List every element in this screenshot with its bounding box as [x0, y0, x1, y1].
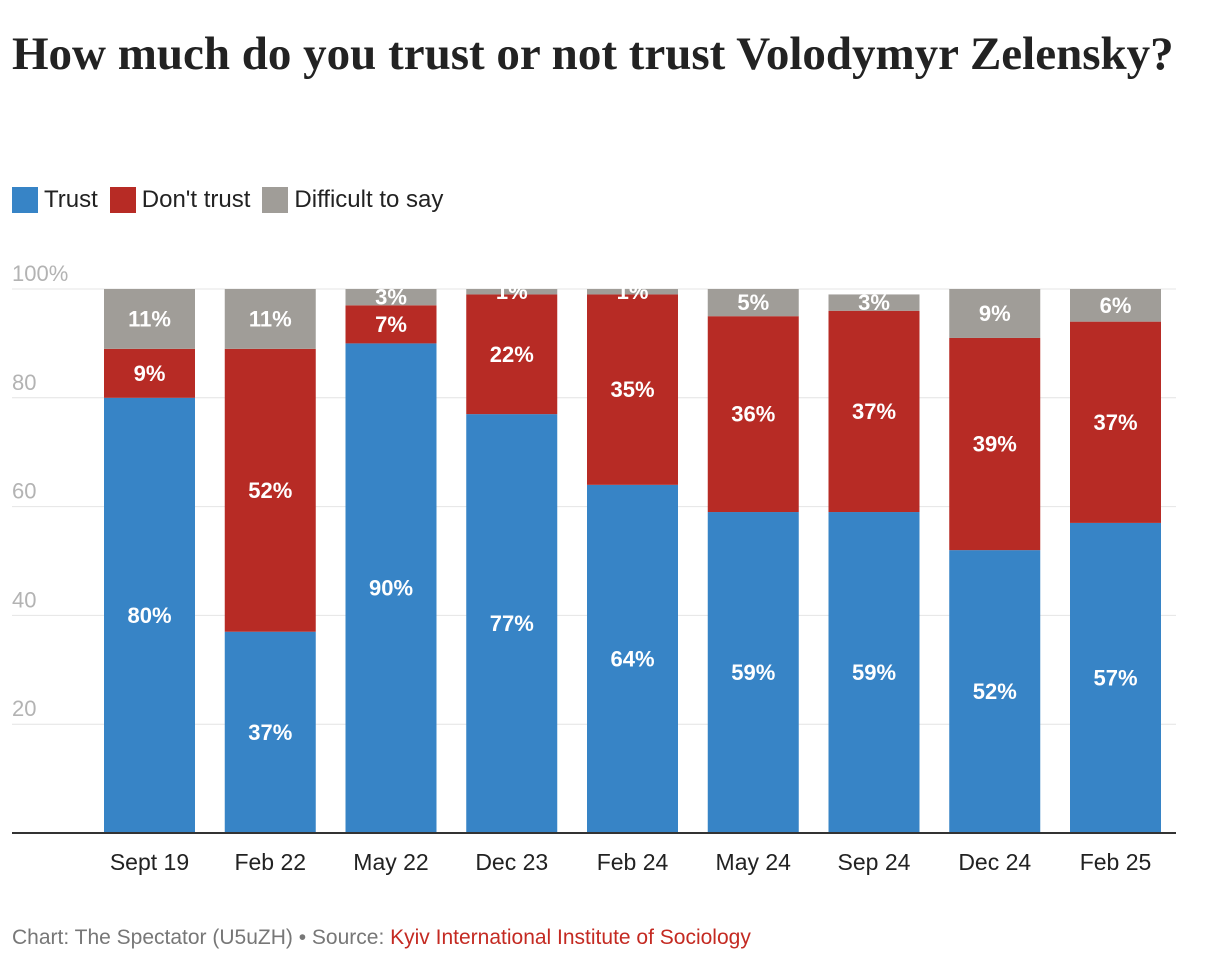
bar-don-t-trust-1 — [224, 348, 316, 632]
data-label-trust-0: 80% — [127, 603, 171, 628]
bar-difficult-to-say-3 — [466, 289, 558, 295]
bar-don-t-trust-6 — [828, 310, 920, 513]
data-label-difficult-to-say-7: 9% — [979, 301, 1011, 326]
footer-source-link[interactable]: Kyiv International Institute of Sociolog… — [390, 926, 751, 949]
data-label-don-t-trust-4: 35% — [610, 377, 654, 402]
bar-trust-1 — [224, 631, 316, 833]
bar-don-t-trust-3 — [466, 294, 558, 415]
data-label-trust-3: 77% — [490, 611, 534, 636]
bar-difficult-to-say-6 — [828, 294, 920, 311]
bar-don-t-trust-2 — [345, 305, 437, 344]
data-label-trust-8: 57% — [1093, 665, 1137, 690]
bar-trust-8 — [1070, 522, 1161, 833]
x-tick-label-1: Feb 22 — [234, 849, 306, 875]
bar-don-t-trust-0 — [104, 348, 195, 398]
bar-trust-0 — [104, 397, 195, 833]
data-label-trust-6: 59% — [852, 660, 896, 685]
data-label-difficult-to-say-4: 1% — [617, 279, 649, 304]
bar-difficult-to-say-4 — [587, 289, 678, 295]
data-label-trust-5: 59% — [731, 660, 775, 685]
footer-credit: Chart: The Spectator (U5uZH) • Source: — [12, 926, 391, 949]
chart-footer: Chart: The Spectator (U5uZH) • Source: K… — [12, 926, 751, 950]
data-label-trust-1: 37% — [248, 720, 292, 745]
legend-label-trust: Trust — [44, 186, 98, 213]
bar-difficult-to-say-5 — [707, 289, 799, 317]
x-tick-label-0: Sept 19 — [110, 849, 189, 875]
bar-difficult-to-say-2 — [345, 289, 437, 306]
x-tick-label-7: Dec 24 — [958, 849, 1031, 875]
bar-don-t-trust-8 — [1070, 321, 1161, 523]
data-label-don-t-trust-1: 52% — [248, 478, 292, 503]
data-label-trust-4: 64% — [610, 646, 654, 671]
legend-label-dont-trust: Don't trust — [141, 186, 251, 213]
data-label-difficult-to-say-8: 6% — [1100, 293, 1132, 318]
legend-swatch-dont-trust — [109, 187, 136, 213]
data-label-difficult-to-say-6: 3% — [858, 290, 890, 315]
y-tick-label-100: 100% — [12, 261, 68, 286]
data-label-don-t-trust-6: 37% — [852, 399, 896, 424]
bar-trust-7 — [949, 550, 1041, 833]
x-tick-label-4: Feb 24 — [597, 849, 669, 875]
y-tick-label-60: 60 — [12, 479, 36, 504]
x-tick-label-5: May 24 — [716, 849, 792, 875]
data-label-trust-2: 90% — [369, 576, 413, 601]
legend-swatch-trust — [12, 187, 38, 213]
bar-don-t-trust-5 — [707, 316, 799, 513]
data-label-difficult-to-say-1: 11% — [249, 306, 292, 331]
legend-label-difficult: Difficult to say — [294, 186, 444, 213]
y-tick-label-20: 20 — [12, 696, 36, 721]
legend-swatch-difficult — [262, 187, 289, 213]
bar-difficult-to-say-7 — [949, 289, 1041, 338]
data-label-don-t-trust-7: 39% — [973, 432, 1017, 457]
data-label-don-t-trust-2: 7% — [375, 312, 407, 337]
data-label-difficult-to-say-3: 1% — [496, 279, 528, 304]
legend-item-trust: Trust — [12, 186, 98, 214]
legend-item-difficult: Difficult to say — [262, 186, 443, 214]
bar-difficult-to-say-0 — [104, 289, 195, 349]
data-label-difficult-to-say-0: 11% — [128, 306, 171, 331]
x-tick-label-2: May 22 — [353, 849, 428, 875]
data-label-don-t-trust-5: 36% — [731, 402, 775, 427]
y-tick-label-80: 80 — [12, 370, 36, 395]
x-tick-label-6: Sep 24 — [838, 849, 911, 875]
bar-trust-6 — [828, 512, 920, 833]
chart-title: How much do you trust or not trust Volod… — [12, 28, 1174, 80]
bar-difficult-to-say-1 — [224, 289, 316, 349]
bar-trust-2 — [345, 343, 437, 833]
x-tick-label-8: Feb 25 — [1080, 849, 1152, 875]
legend: Trust Don't trust Difficult to say — [12, 186, 455, 214]
data-label-trust-7: 52% — [973, 679, 1017, 704]
bar-difficult-to-say-8 — [1070, 289, 1161, 322]
y-tick-label-40: 40 — [12, 587, 36, 612]
bar-trust-3 — [466, 414, 558, 833]
bar-don-t-trust-4 — [587, 294, 678, 485]
data-label-don-t-trust-8: 37% — [1093, 410, 1137, 435]
bar-trust-4 — [587, 484, 678, 833]
data-label-difficult-to-say-2: 3% — [375, 285, 407, 310]
data-label-don-t-trust-0: 9% — [134, 361, 166, 386]
stacked-bar-chart: 20 40 60 80 100% 80% 9% 11% Sept 19 37% 52% 11% Feb … — [12, 261, 1176, 875]
x-tick-label-3: Dec 23 — [475, 849, 548, 875]
data-label-difficult-to-say-5: 5% — [737, 290, 769, 315]
legend-item-dont-trust: Don't trust — [109, 186, 251, 214]
data-label-don-t-trust-3: 22% — [490, 342, 534, 367]
bar-don-t-trust-7 — [949, 337, 1041, 551]
bar-trust-5 — [707, 512, 799, 833]
